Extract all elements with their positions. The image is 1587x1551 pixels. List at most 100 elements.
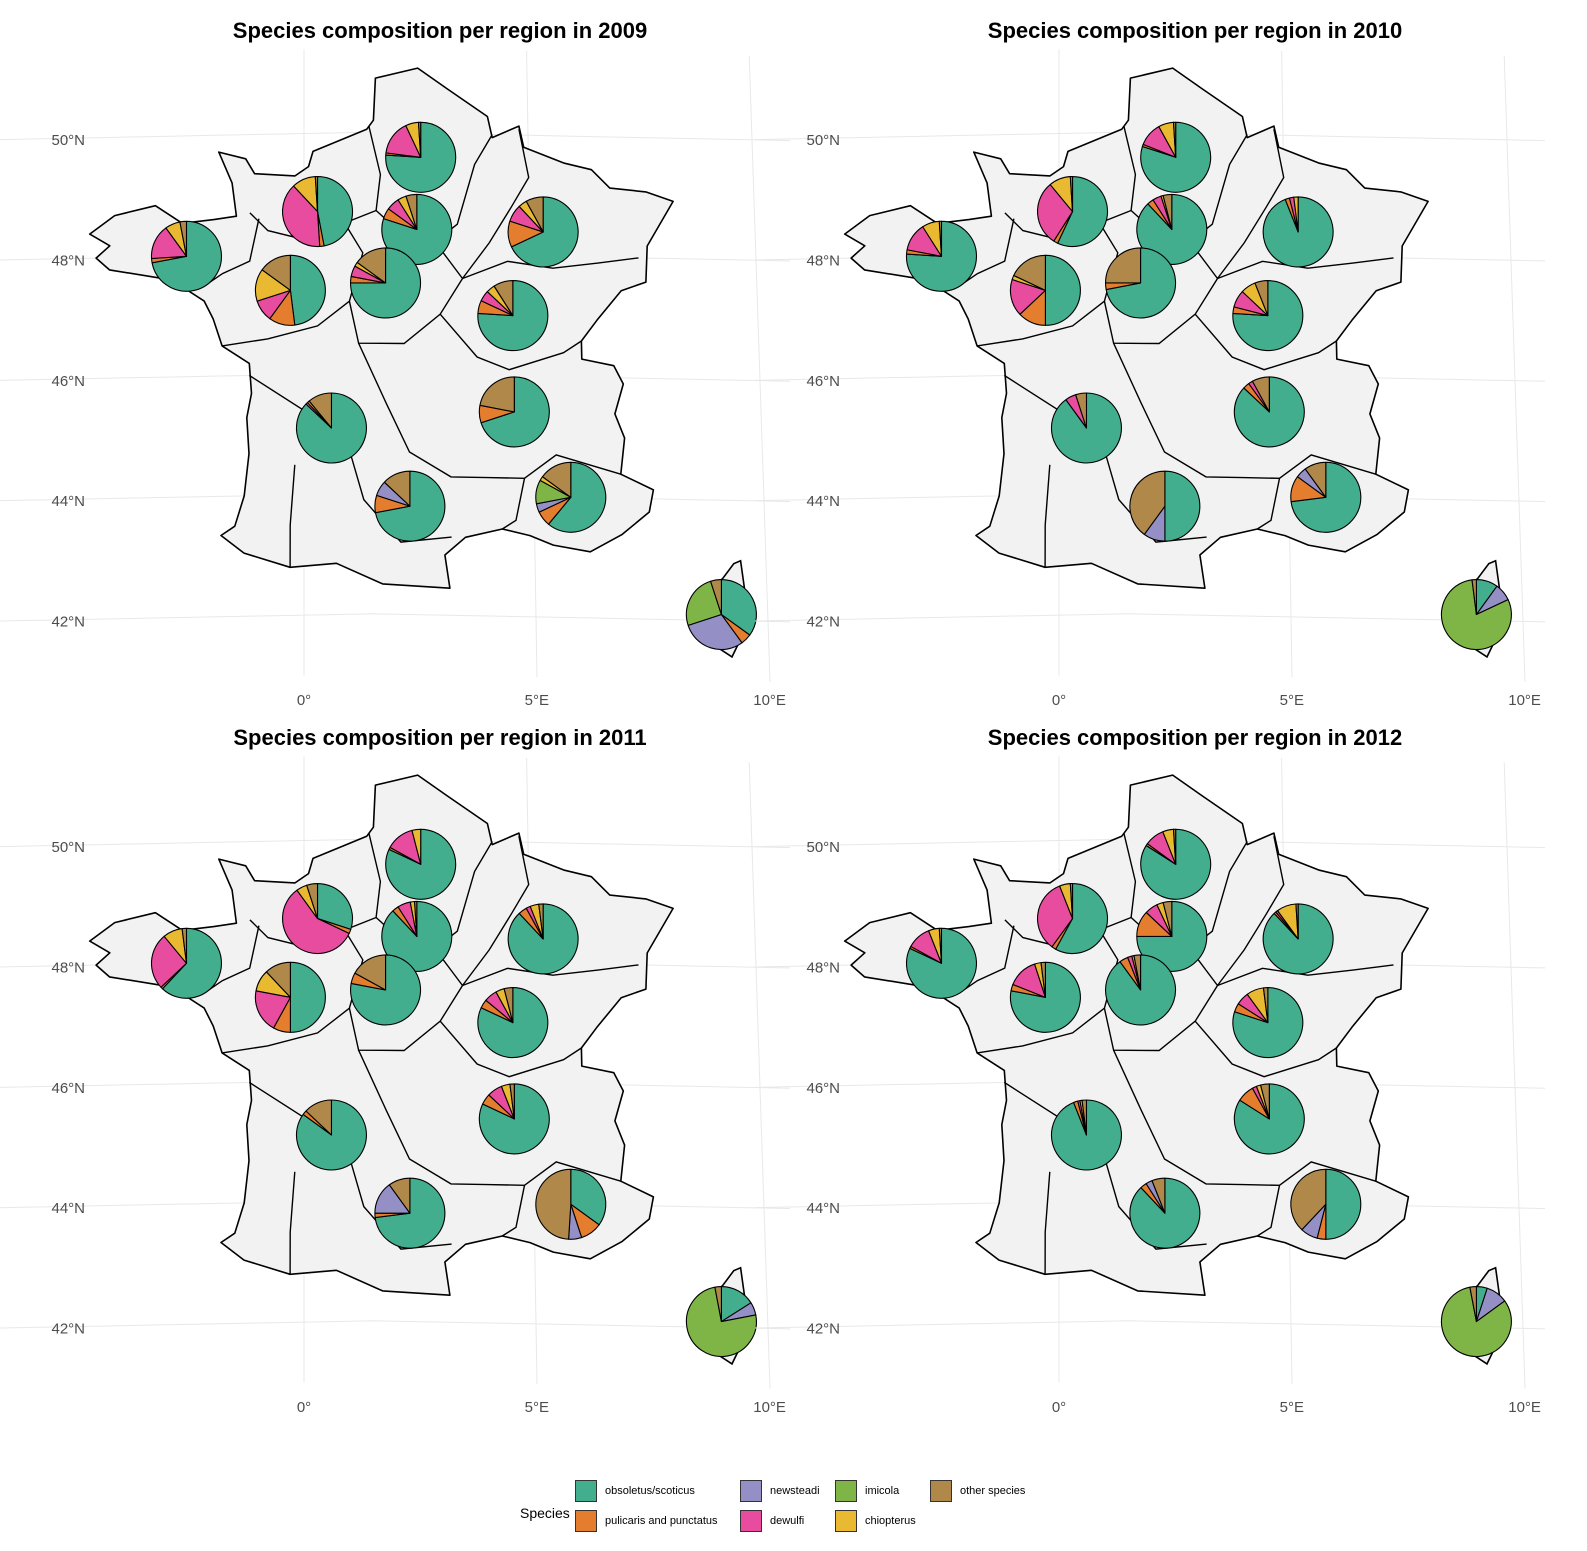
panel-title: Species composition per region in 2011 (233, 725, 647, 750)
lat-tick-label: 44°N (51, 493, 85, 510)
pie-slice-other-species (710, 578, 722, 616)
legend-item: dewulfi (740, 1510, 804, 1532)
france-outline (88, 67, 674, 589)
region-pie (1129, 1177, 1201, 1249)
pie-slice-other-species (1254, 280, 1269, 317)
region-pie (1290, 461, 1362, 533)
pie-slice-other-species (1251, 376, 1270, 413)
region-boundary (461, 835, 530, 986)
region-pie (385, 828, 457, 900)
pie-slice-newsteadi (687, 613, 743, 651)
pie-slice-other-species (938, 927, 943, 964)
legend-swatch (930, 1480, 952, 1502)
lon-tick-label: 0° (297, 692, 311, 709)
region-pie (1262, 196, 1334, 268)
lat-tick-label: 44°N (806, 493, 840, 510)
pie-slice-obsoletus-scoticus (1140, 828, 1212, 900)
lat-tick-label: 48°N (806, 959, 840, 976)
pie-slice-dewulfi (281, 185, 321, 248)
pie-slice-other-species (1172, 828, 1177, 865)
region-boundary (1103, 241, 1219, 345)
region-pie (478, 376, 550, 448)
pie-slice-obsoletus-scoticus (316, 175, 354, 247)
region-pie (1051, 1099, 1123, 1171)
region-boundary (439, 1020, 582, 1078)
pie-slice-other-species (1162, 900, 1173, 937)
region-boundary (1112, 342, 1377, 480)
pie-slice-obsoletus-scoticus (1057, 175, 1109, 248)
pie-slice-obsoletus-scoticus (1325, 1168, 1362, 1240)
panel-title: Species composition per region in 2009 (232, 18, 648, 43)
lat-tick-label: 42°N (806, 1321, 840, 1338)
lat-gridline (755, 1320, 1545, 1330)
pie-slice-obsoletus-scoticus (1055, 882, 1109, 955)
region-pie (1440, 1285, 1512, 1358)
pie-slice-other-species (1133, 954, 1142, 991)
pie-slice-other-species (179, 220, 188, 257)
region-boundary (1044, 1171, 1051, 1275)
legend-item: pulicaris and punctatus (575, 1510, 718, 1532)
pie-slice-obsoletus-scoticus (385, 828, 457, 900)
region-boundary (1216, 835, 1285, 986)
france-outline (843, 774, 1429, 1296)
panel-title: Species composition per region in 2010 (987, 18, 1403, 43)
pie-slice-other-species (1262, 987, 1269, 1024)
region-boundary (976, 222, 1119, 347)
region-boundary (958, 218, 1015, 287)
lat-tick-label: 42°N (51, 1321, 85, 1338)
region-pie (685, 1285, 757, 1358)
region-boundary (462, 964, 639, 987)
region-pie (1009, 254, 1081, 326)
lat-tick-label: 42°N (806, 614, 840, 631)
pie-slice-other-species (1469, 1285, 1477, 1323)
region-pie (350, 954, 422, 1026)
pie-slice-obsoletus-scoticus (289, 254, 326, 326)
legend-swatch (575, 1480, 597, 1502)
lat-tick-label: 46°N (51, 373, 85, 390)
region-pie (381, 900, 453, 972)
pie-slice-chiopterus (411, 828, 422, 865)
region-pie (349, 247, 422, 319)
pie-slice-other-species (1104, 247, 1142, 284)
region-boundary (289, 1171, 296, 1275)
region-boundary (976, 929, 1119, 1054)
pie-slice-obsoletus-scoticus (480, 376, 550, 448)
lat-gridline (0, 1320, 790, 1330)
lat-tick-label: 42°N (51, 614, 85, 631)
pie-slice-obsoletus-scoticus (381, 193, 453, 265)
pie-slice-other-species (1040, 961, 1046, 998)
pie-slice-other-species (1260, 1083, 1270, 1120)
legend-swatch (575, 1510, 597, 1532)
lon-tick-label: 5°E (1280, 1399, 1304, 1416)
region-boundary (439, 313, 582, 371)
map-plot: 50°N 48°N 46°N 44°N 42°N 0° 5°E 10°E (755, 756, 1545, 1416)
lon-tick-label: 0° (297, 1399, 311, 1416)
region-pie (295, 392, 367, 464)
region-boundary (958, 925, 1015, 994)
map-plot: 50°N 48°N 46°N 44°N 42°N 0° 5°E 10°E (755, 49, 1545, 709)
legend-label: obsoletus/scoticus (605, 1485, 695, 1497)
region-pie (1233, 376, 1305, 448)
france-outline (88, 774, 674, 1296)
pie-slice-other-species (541, 461, 572, 498)
region-pie (685, 578, 757, 651)
region-pie (254, 961, 326, 1033)
lon-tick-label: 5°E (525, 692, 549, 709)
legend: Species obsoletus/scoticus pulicaris and … (520, 1480, 1080, 1544)
pie-slice-other-species (1069, 882, 1074, 920)
panel-title: Species composition per region in 2012 (987, 725, 1403, 750)
region-pie (1290, 1168, 1362, 1240)
map-plot: 50°N 48°N 46°N 44°N 42°N 0° 5°E 10°E (0, 49, 790, 709)
pie-slice-other-species (388, 1177, 411, 1214)
pie-slice-obsoletus-scoticus (510, 196, 579, 268)
pie-slice-dewulfi (1037, 184, 1074, 242)
region-pie (1104, 954, 1177, 1026)
pie-slice-other-species (1290, 1168, 1327, 1231)
legend-label: other species (960, 1485, 1026, 1497)
pie-slice-other-species (308, 392, 333, 429)
legend-item: newsteadi (740, 1480, 820, 1502)
pie-slice-other-species (305, 1099, 333, 1136)
lon-tick-label: 5°E (525, 1399, 549, 1416)
region-pie (1140, 828, 1212, 900)
lat-tick-label: 46°N (806, 373, 840, 390)
